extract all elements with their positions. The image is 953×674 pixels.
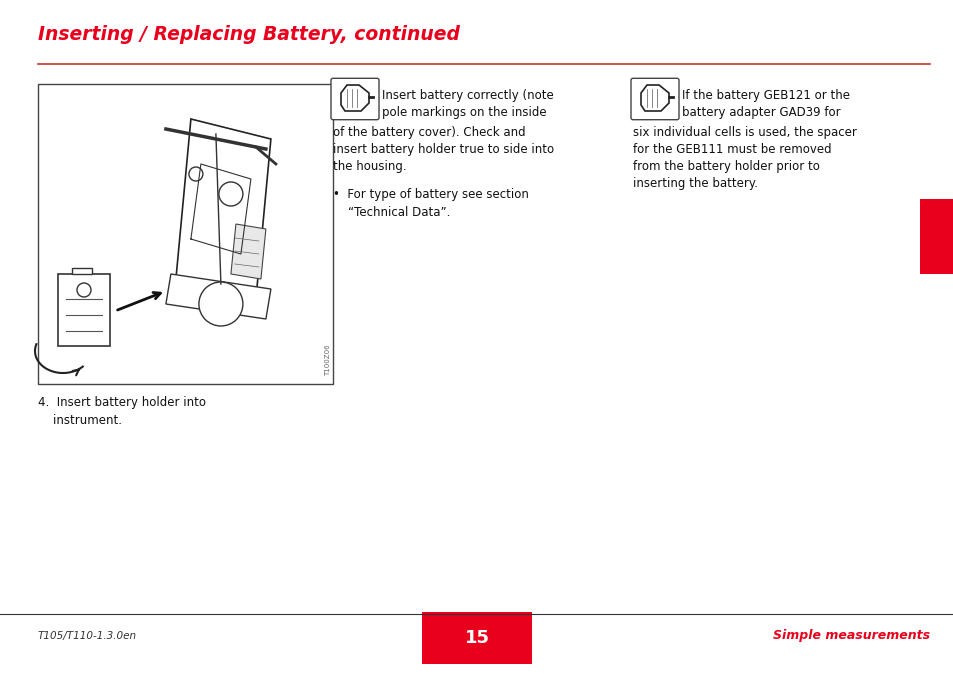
Bar	[919, 199, 953, 274]
Bar	[58, 274, 110, 346]
Polygon shape	[640, 85, 668, 111]
Circle shape	[218, 182, 243, 206]
Polygon shape	[231, 224, 266, 279]
FancyBboxPatch shape	[630, 78, 679, 120]
Polygon shape	[166, 274, 271, 319]
Bar	[71, 268, 91, 274]
Text: Inserting / Replacing Battery, continued: Inserting / Replacing Battery, continued	[38, 25, 459, 44]
Bar	[38, 84, 333, 384]
Circle shape	[198, 282, 243, 326]
Bar	[421, 612, 532, 664]
Text: If the battery GEB121 or the
battery adapter GAD39 for: If the battery GEB121 or the battery ada…	[681, 89, 849, 119]
Text: of the battery cover). Check and
insert battery holder true to side into
the hou: of the battery cover). Check and insert …	[333, 125, 554, 173]
Polygon shape	[340, 85, 369, 111]
Circle shape	[77, 283, 91, 297]
Text: T100Z06: T100Z06	[325, 344, 331, 376]
Text: 15: 15	[464, 629, 489, 647]
Text: Simple measurements: Simple measurements	[772, 630, 929, 642]
FancyBboxPatch shape	[331, 78, 378, 120]
Text: T105/T110-1.3.0en: T105/T110-1.3.0en	[38, 631, 137, 641]
Circle shape	[189, 167, 203, 181]
Text: 4.  Insert battery holder into
    instrument.: 4. Insert battery holder into instrument…	[38, 396, 206, 427]
Text: Insert battery correctly (note
pole markings on the inside: Insert battery correctly (note pole mark…	[381, 89, 553, 119]
Text: •  For type of battery see section
    “Technical Data”.: • For type of battery see section “Techn…	[333, 187, 528, 218]
Polygon shape	[175, 119, 271, 299]
Text: six individual cells is used, the spacer
for the GEB111 must be removed
from the: six individual cells is used, the spacer…	[633, 125, 856, 189]
